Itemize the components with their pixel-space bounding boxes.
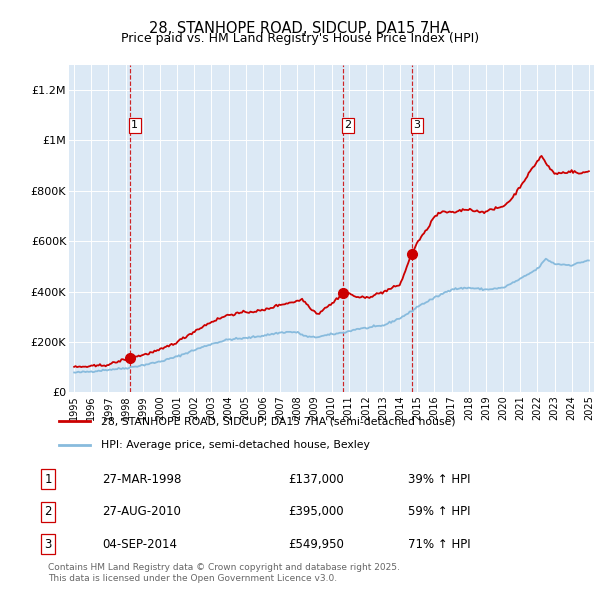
Text: Price paid vs. HM Land Registry's House Price Index (HPI): Price paid vs. HM Land Registry's House …	[121, 32, 479, 45]
Text: 3: 3	[44, 537, 52, 551]
Text: 1: 1	[44, 473, 52, 486]
Text: 1: 1	[131, 120, 138, 130]
Text: HPI: Average price, semi-detached house, Bexley: HPI: Average price, semi-detached house,…	[101, 440, 370, 450]
Text: £137,000: £137,000	[288, 473, 344, 486]
Text: 04-SEP-2014: 04-SEP-2014	[102, 537, 177, 551]
Text: 2: 2	[44, 505, 52, 519]
Text: 2: 2	[344, 120, 352, 130]
Text: £395,000: £395,000	[288, 505, 344, 519]
Text: 39% ↑ HPI: 39% ↑ HPI	[408, 473, 470, 486]
Text: £549,950: £549,950	[288, 537, 344, 551]
Text: 71% ↑ HPI: 71% ↑ HPI	[408, 537, 470, 551]
Text: 28, STANHOPE ROAD, SIDCUP, DA15 7HA: 28, STANHOPE ROAD, SIDCUP, DA15 7HA	[149, 21, 451, 35]
Text: 27-MAR-1998: 27-MAR-1998	[102, 473, 181, 486]
Text: 59% ↑ HPI: 59% ↑ HPI	[408, 505, 470, 519]
Text: 27-AUG-2010: 27-AUG-2010	[102, 505, 181, 519]
Text: Contains HM Land Registry data © Crown copyright and database right 2025.
This d: Contains HM Land Registry data © Crown c…	[48, 563, 400, 583]
Text: 28, STANHOPE ROAD, SIDCUP, DA15 7HA (semi-detached house): 28, STANHOPE ROAD, SIDCUP, DA15 7HA (sem…	[101, 416, 455, 426]
Text: 3: 3	[413, 120, 421, 130]
